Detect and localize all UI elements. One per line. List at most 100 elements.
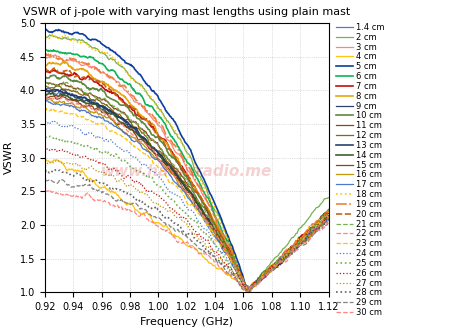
16 cm [155, 158, 161, 162]
6 cm [43, 47, 49, 51]
8 cm [135, 110, 141, 114]
3 cm [326, 210, 331, 214]
13 cm [221, 246, 227, 250]
17 cm [155, 158, 161, 162]
12 cm [245, 288, 250, 292]
7 cm [221, 240, 227, 244]
12 cm [42, 84, 48, 88]
6 cm [250, 284, 255, 288]
7 cm [248, 285, 254, 289]
10 cm [248, 285, 254, 289]
2 cm [245, 289, 250, 292]
6 cm [248, 284, 254, 288]
15 cm [245, 290, 250, 294]
22 cm [250, 286, 255, 290]
13 cm [248, 285, 254, 289]
1.4 cm [42, 86, 48, 90]
18 cm [248, 287, 254, 291]
Line: 12 cm: 12 cm [45, 85, 328, 290]
11 cm [248, 285, 254, 289]
21 cm [62, 79, 67, 83]
3 cm [221, 234, 227, 238]
5 cm [44, 28, 49, 32]
Line: 8 cm: 8 cm [45, 61, 328, 292]
29 cm [42, 179, 48, 183]
8 cm [245, 290, 250, 294]
23 cm [155, 165, 161, 169]
3 cm [246, 290, 251, 293]
Line: 15 cm: 15 cm [45, 96, 328, 292]
12 cm [221, 243, 227, 247]
9 cm [326, 217, 331, 221]
28 cm [247, 286, 252, 290]
21 cm [250, 284, 255, 288]
19 cm [221, 234, 227, 238]
24 cm [250, 286, 255, 290]
27 cm [250, 286, 255, 290]
20 cm [249, 285, 254, 289]
Y-axis label: VSWR: VSWR [4, 141, 14, 174]
Line: 14 cm: 14 cm [45, 93, 328, 292]
15 cm [42, 96, 48, 100]
21 cm [221, 242, 227, 246]
17 cm [326, 217, 331, 221]
23 cm [246, 289, 251, 292]
2 cm [77, 38, 82, 42]
24 cm [51, 119, 56, 123]
7 cm [135, 113, 141, 117]
7 cm [52, 68, 58, 72]
25 cm [77, 142, 82, 146]
11 cm [135, 123, 141, 127]
1.4 cm [326, 215, 331, 219]
5 cm [326, 216, 331, 220]
13 cm [42, 88, 48, 92]
21 cm [155, 143, 161, 147]
1.4 cm [246, 288, 252, 292]
4 cm [43, 157, 49, 161]
9 cm [248, 285, 253, 289]
4 cm [77, 169, 82, 173]
11 cm [221, 243, 227, 247]
27 cm [77, 163, 82, 167]
25 cm [221, 256, 227, 260]
17 cm [250, 286, 255, 290]
11 cm [326, 214, 331, 218]
16 cm [246, 287, 251, 291]
Line: 29 cm: 29 cm [45, 180, 328, 290]
21 cm [77, 87, 82, 91]
3 cm [135, 101, 141, 105]
21 cm [135, 122, 141, 125]
1.4 cm [248, 288, 253, 292]
18 cm [77, 41, 82, 44]
4 cm [135, 209, 141, 213]
9 cm [76, 96, 82, 100]
19 cm [250, 284, 255, 288]
21 cm [248, 285, 254, 289]
17 cm [246, 287, 252, 290]
Line: 25 cm: 25 cm [45, 136, 328, 292]
25 cm [326, 215, 331, 219]
10 cm [326, 208, 331, 212]
28 cm [42, 170, 48, 174]
23 cm [77, 114, 82, 118]
23 cm [135, 147, 141, 151]
11 cm [42, 81, 48, 85]
26 cm [135, 180, 141, 184]
28 cm [54, 167, 60, 171]
29 cm [77, 184, 82, 188]
23 cm [44, 107, 49, 111]
25 cm [244, 290, 249, 294]
30 cm [77, 195, 82, 199]
8 cm [155, 134, 161, 138]
12 cm [57, 83, 62, 87]
13 cm [52, 87, 58, 91]
13 cm [250, 283, 255, 287]
21 cm [246, 289, 251, 292]
24 cm [245, 290, 250, 294]
3 cm [52, 53, 58, 57]
13 cm [246, 289, 251, 293]
25 cm [155, 184, 161, 188]
2 cm [221, 227, 227, 231]
14 cm [248, 286, 254, 290]
20 cm [248, 286, 253, 290]
